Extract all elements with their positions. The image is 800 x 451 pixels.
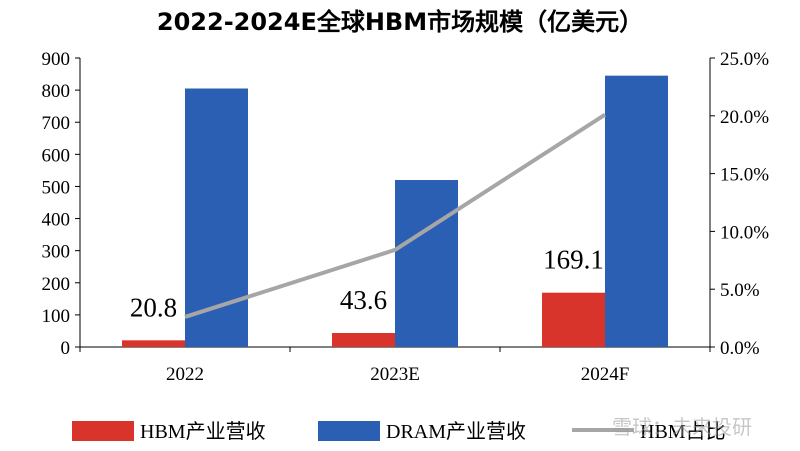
legend: HBM产业营收 DRAM产业营收 HBM占比 xyxy=(72,420,726,443)
axes: 0 100 200 300 400 500 600 700 800 900 0.0% 5.0% 10.0… xyxy=(42,49,770,385)
bars xyxy=(122,75,668,348)
dram-bar xyxy=(185,88,248,347)
hbm-bar xyxy=(542,292,605,347)
legend-swatch-hbm xyxy=(72,421,134,441)
right-tick-label: 5.0% xyxy=(720,280,760,301)
hbm-data-label: 43.6 xyxy=(340,285,387,315)
left-tick-label: 300 xyxy=(42,242,71,263)
share-line xyxy=(184,112,607,319)
left-tick-label: 600 xyxy=(42,145,71,166)
right-tick-label: 15.0% xyxy=(720,165,769,186)
x-tick-label: 2024F xyxy=(581,364,630,385)
left-tick-label: 900 xyxy=(42,49,71,70)
right-tick-label: 20.0% xyxy=(720,107,769,128)
left-tick-label: 400 xyxy=(42,210,71,231)
left-tick-label: 100 xyxy=(42,306,71,327)
x-tick-label: 2022 xyxy=(166,364,204,385)
dram-bar xyxy=(395,180,458,347)
legend-swatch-dram xyxy=(318,421,380,441)
hbm-data-label: 169.1 xyxy=(543,245,604,275)
x-tick-label: 2023E xyxy=(370,364,420,385)
data-labels: 20.8 43.6 169.1 xyxy=(130,245,604,323)
chart-title: 2022-2024E全球HBM市场规模（亿美元） xyxy=(157,8,643,36)
hbm-data-label: 20.8 xyxy=(130,292,177,322)
legend-label-dram: DRAM产业营收 xyxy=(386,420,526,443)
hbm-bar xyxy=(332,332,395,347)
left-tick-label: 700 xyxy=(42,113,71,134)
legend-label-share: HBM占比 xyxy=(640,420,726,443)
left-tick-label: 200 xyxy=(42,274,71,295)
left-tick-label: 800 xyxy=(42,81,71,102)
hbm-bar xyxy=(122,340,185,347)
right-tick-label: 25.0% xyxy=(720,49,769,70)
right-tick-label: 10.0% xyxy=(720,222,769,243)
left-tick-label: 0 xyxy=(61,338,71,359)
watermark: 雪球：未来投研 xyxy=(612,415,752,439)
dram-bar xyxy=(605,75,668,348)
hbm-share-line xyxy=(184,112,607,319)
legend-label-hbm: HBM产业营收 xyxy=(140,420,266,443)
right-tick-label: 0.0% xyxy=(720,338,760,359)
left-tick-label: 500 xyxy=(42,177,71,198)
